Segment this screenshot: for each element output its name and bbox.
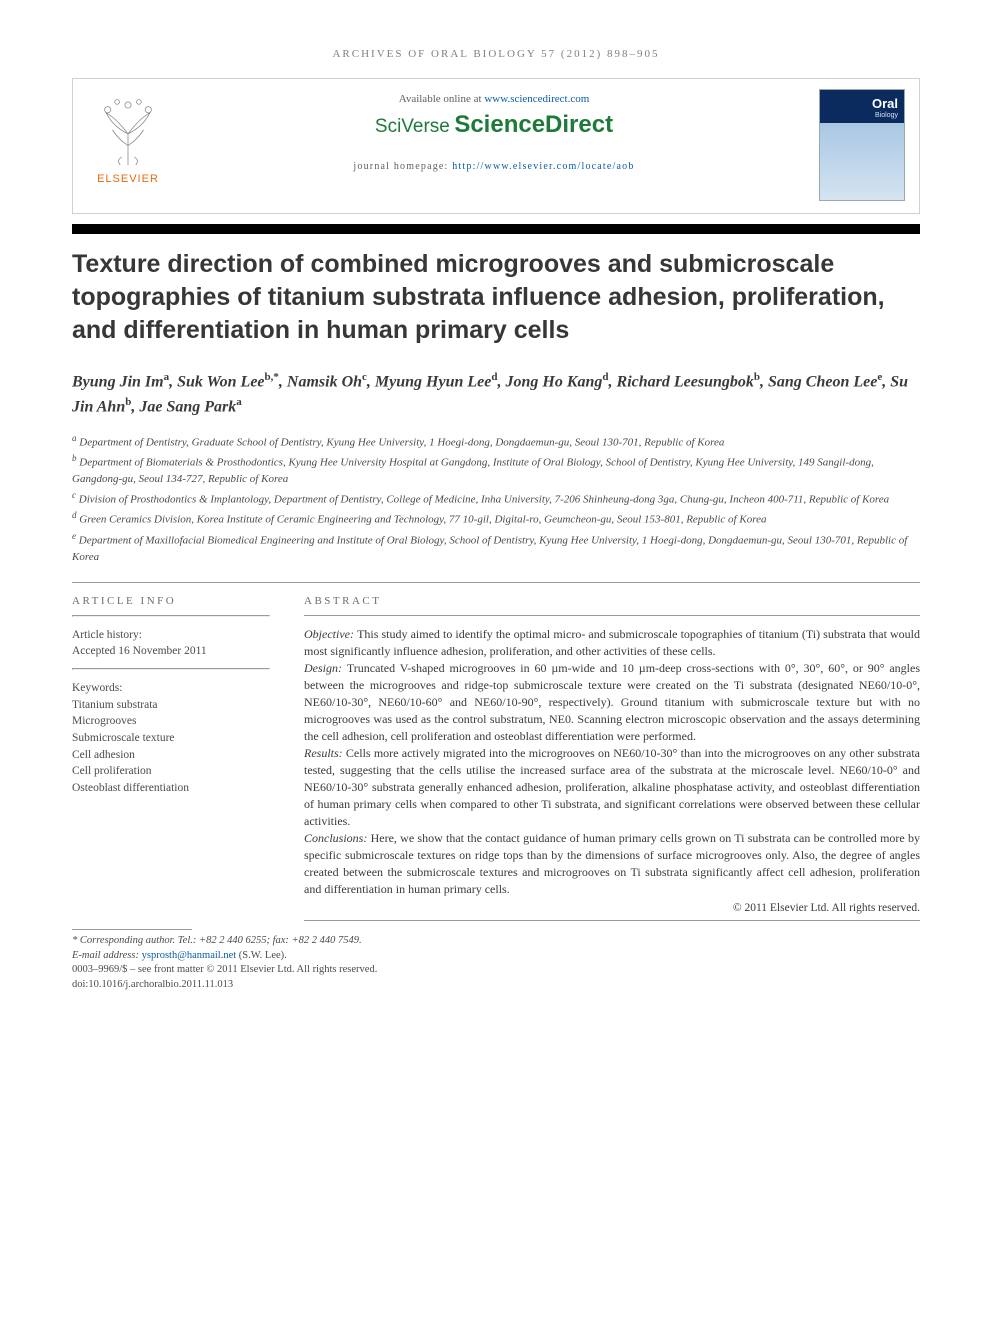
abstract-section-text: Cells more actively migrated into the mi…	[304, 746, 920, 828]
publisher-name: ELSEVIER	[87, 173, 169, 185]
sciverse-word: SciVerse	[375, 116, 450, 137]
title-bar	[72, 224, 920, 234]
article-history-label: Article history:	[72, 627, 270, 644]
journal-homepage-link[interactable]: http://www.elsevier.com/locate/aob	[452, 161, 634, 172]
email-label: E-mail address:	[72, 950, 142, 961]
publisher-logo-block: ELSEVIER	[87, 89, 169, 185]
abstract-rule	[304, 615, 920, 616]
footnotes: * Corresponding author. Tel.: +82 2 440 …	[72, 929, 920, 993]
journal-homepage-line: journal homepage: http://www.elsevier.co…	[183, 161, 805, 172]
abstract-section-text: Here, we show that the contact guidance …	[304, 831, 920, 896]
author-list: Byung Jin Ima, Suk Won Leeb,*, Namsik Oh…	[72, 369, 920, 420]
keywords-list: Titanium substrataMicrogroovesSubmicrosc…	[72, 697, 270, 797]
sciverse-brand: SciVerse ScienceDirect	[183, 111, 805, 139]
copyright-line: © 2011 Elsevier Ltd. All rights reserved…	[304, 902, 920, 914]
cover-subtitle: Biology	[875, 112, 898, 119]
elsevier-tree-icon	[87, 89, 169, 171]
keyword: Cell adhesion	[72, 747, 270, 764]
article-info-head: ARTICLE INFO	[72, 595, 270, 607]
keyword: Osteoblast differentiation	[72, 780, 270, 797]
footnote-rule	[72, 929, 192, 930]
affiliations: a Department of Dentistry, Graduate Scho…	[72, 432, 920, 566]
doi-line: doi:10.1016/j.archoralbio.2011.11.013	[72, 978, 920, 993]
keyword: Cell proliferation	[72, 763, 270, 780]
abstract-section-label: Objective:	[304, 627, 357, 641]
abstract-section-label: Design:	[304, 661, 347, 675]
corresponding-author: * Corresponding author. Tel.: +82 2 440 …	[72, 934, 920, 949]
keyword: Titanium substrata	[72, 697, 270, 714]
email-person: (S.W. Lee).	[236, 950, 287, 961]
available-prefix: Available online at	[399, 93, 485, 105]
article-title: Texture direction of combined microgroov…	[72, 248, 920, 347]
abstract-section-label: Conclusions:	[304, 831, 371, 845]
affiliation-line: d Green Ceramics Division, Korea Institu…	[72, 509, 920, 529]
keywords-label: Keywords:	[72, 680, 270, 697]
abstract-section-text: This study aimed to identify the optimal…	[304, 627, 920, 658]
journal-cover-thumbnail: Oral Biology	[819, 89, 905, 201]
abstract-section-label: Results:	[304, 746, 346, 760]
affiliation-line: b Department of Biomaterials & Prosthodo…	[72, 452, 920, 488]
email-link[interactable]: ysprosth@hanmail.net	[142, 950, 237, 961]
info-rule-2	[72, 668, 270, 670]
section-rule	[72, 582, 920, 583]
running-head: ARCHIVES OF ORAL BIOLOGY 57 (2012) 898–9…	[72, 48, 920, 60]
available-online-line: Available online at www.sciencedirect.co…	[183, 93, 805, 105]
homepage-prefix: journal homepage:	[353, 161, 452, 172]
article-info-column: ARTICLE INFO Article history: Accepted 1…	[72, 595, 270, 922]
abstract-column: ABSTRACT Objective: This study aimed to …	[304, 595, 920, 922]
abstract-section-text: Truncated V-shaped microgrooves in 60 µm…	[304, 661, 920, 743]
sciencedirect-link[interactable]: www.sciencedirect.com	[484, 93, 589, 105]
article-history-text: Accepted 16 November 2011	[72, 643, 270, 660]
cover-title: Oral	[872, 96, 898, 111]
affiliation-line: a Department of Dentistry, Graduate Scho…	[72, 432, 920, 452]
info-rule	[72, 615, 270, 617]
abstract-bottom-rule	[304, 920, 920, 921]
sciencedirect-word: ScienceDirect	[454, 111, 613, 138]
keyword: Microgrooves	[72, 713, 270, 730]
affiliation-line: c Division of Prosthodontics & Implantol…	[72, 489, 920, 509]
abstract-head: ABSTRACT	[304, 595, 920, 607]
email-line: E-mail address: ysprosth@hanmail.net (S.…	[72, 949, 920, 964]
journal-header: ELSEVIER Available online at www.science…	[72, 78, 920, 214]
issn-line: 0003–9969/$ – see front matter © 2011 El…	[72, 963, 920, 978]
header-center: Available online at www.sciencedirect.co…	[183, 89, 805, 172]
keyword: Submicroscale texture	[72, 730, 270, 747]
affiliation-line: e Department of Maxillofacial Biomedical…	[72, 530, 920, 566]
abstract-body: Objective: This study aimed to identify …	[304, 626, 920, 899]
